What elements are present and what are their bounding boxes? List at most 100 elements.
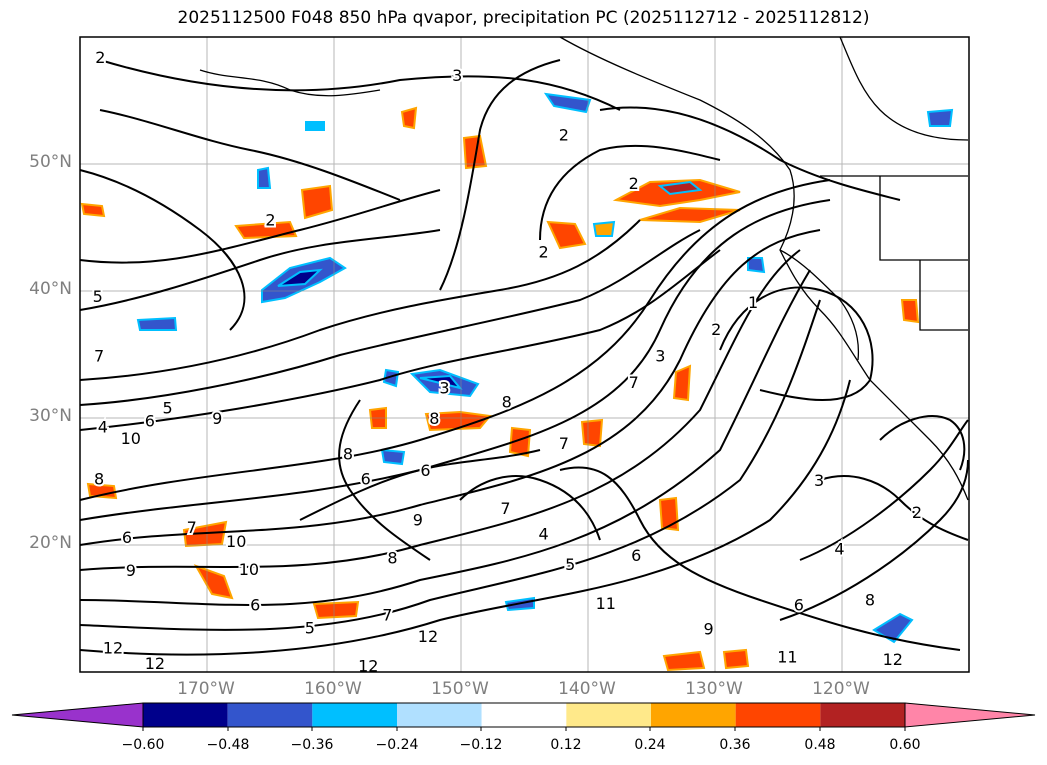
contour-label: 2 [711,320,721,339]
precipitation-patch [543,92,592,114]
contour-line [79,189,441,264]
contour-line [79,379,851,656]
chart-title: 2025112500 F048 850 hPa qvapor, precipit… [177,8,870,28]
contour-line [779,459,969,621]
contour-label: 1 [748,293,758,312]
precipitation-patch [900,299,920,324]
coastline-segment [919,260,968,331]
contour-label: 6 [794,595,804,614]
precipitation-patch [305,121,325,131]
colorbar-bin [227,703,313,727]
contour-label: 5 [565,555,575,574]
colorbar [11,702,1036,731]
contour-line [99,59,621,111]
coastline [199,36,969,501]
precipitation-patch [926,108,954,127]
colorbar-outline [142,702,906,728]
contour-line [439,59,561,291]
contour-label: 7 [94,347,104,366]
precipitation-patch [657,180,703,196]
contour-label: 6 [122,528,132,547]
lon-tick-160w: 160°W [304,679,362,699]
contour-line [819,475,969,541]
contour-label: 4 [538,524,548,543]
contour-line [79,179,831,501]
precipitation-patch [546,220,587,250]
contour-label: 3 [814,471,824,490]
contour-label: 7 [382,606,392,625]
lon-tick-130w: 130°W [685,679,743,699]
contour-label: 6 [631,546,641,565]
coastline-segment [779,249,860,361]
colorbar-tick-label: 0.36 [719,737,751,753]
coastline-segment [199,69,381,97]
contour-label: 8 [865,590,875,609]
contour-label: 2 [265,211,275,230]
contour-line [719,286,874,401]
colorbar-tick-label: −0.24 [375,737,419,753]
precipitation-patch [747,257,766,274]
colorbar-tick-label: 0.24 [634,737,666,753]
contour-label: 5 [93,287,103,306]
precipitation-patch [580,418,604,448]
colorbar-tick-label: 0.60 [889,737,921,753]
contour-label: 4 [834,540,844,559]
contour-label: 6 [145,411,155,430]
contour-line [299,449,541,521]
lat-tick-40: 40°N [29,279,72,299]
contour-label: 10 [226,532,246,551]
contour-label: 5 [163,399,173,418]
colorbar-bin [143,703,228,727]
colorbar-tick-label: −0.60 [121,737,165,753]
contour-line [79,199,831,521]
contour-label: 4 [98,418,108,437]
contour-line [79,269,811,606]
precipitation-patch [662,650,706,672]
contour-label: 3 [655,347,665,366]
contour-label: 7 [629,373,639,392]
contour-label: 7 [559,434,569,453]
coastline-segment [839,36,969,141]
lon-tick-120w: 120°W [812,679,870,699]
lon-tick-140w: 140°W [558,679,616,699]
contour-label: 10 [239,560,259,579]
contour-label: 3 [439,378,449,397]
precipitation-patch [277,268,323,287]
precipitation-patch [508,426,532,458]
colorbar-tick-label: −0.12 [459,737,503,753]
coastline-segment [879,176,968,261]
qvapor-contours [79,59,969,656]
coastline-segment [559,36,969,501]
contour-label: 2 [95,48,105,67]
contour-label: 8 [387,548,397,567]
contour-label: 8 [343,444,353,463]
contour-line [459,475,601,541]
colorbar-extend-low [11,702,144,728]
contour-line [79,219,641,381]
lon-tick-150w: 150°W [431,679,489,699]
colorbar-bin [651,703,736,727]
colorbar-bin [820,703,905,727]
contour-label: 9 [413,510,423,529]
precipitation-patch [424,410,492,432]
contour-label: 2 [912,503,922,522]
contour-label: 9 [704,620,714,639]
precipitation-patch [312,600,360,620]
contour-line [79,299,821,631]
precipitation-patch [672,364,692,402]
contour-label: 6 [420,461,430,480]
contour-label: 12 [145,654,165,673]
precipitation-patch [419,374,463,390]
precipitation-patch [380,448,406,466]
colorbar-tick-label: −0.48 [206,737,250,753]
contour-label: 12 [883,650,903,669]
precipitation-patch [592,220,616,237]
map-border [79,36,970,673]
lat-tick-50: 50°N [29,152,72,172]
contour-label: 8 [502,392,512,411]
lat-tick-20: 20°N [29,533,72,553]
precipitation-patch [658,496,680,532]
contour-line [559,466,961,651]
